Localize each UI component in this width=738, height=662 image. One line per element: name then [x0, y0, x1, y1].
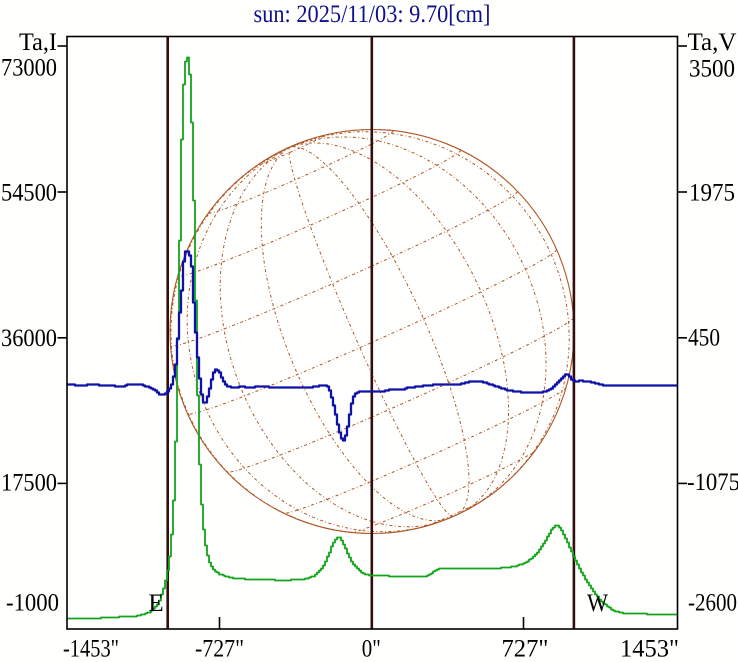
svg-text:36000: 36000 [1, 325, 57, 352]
svg-text:Ta,V: Ta,V [688, 29, 737, 56]
svg-text:0": 0" [362, 636, 381, 662]
svg-text:W: W [587, 590, 608, 617]
svg-text:Ta,I: Ta,I [19, 29, 57, 56]
svg-text:727": 727" [502, 636, 549, 662]
svg-text:450: 450 [688, 325, 720, 352]
svg-text:-1453": -1453" [63, 636, 119, 662]
svg-text:1453": 1453" [620, 636, 679, 662]
svg-text:1975: 1975 [689, 180, 735, 207]
svg-text:54500: 54500 [1, 180, 57, 207]
svg-text:-727": -727" [195, 636, 244, 662]
svg-text:17500: 17500 [1, 470, 57, 497]
svg-text:-1000: -1000 [6, 590, 59, 617]
svg-text:-2600: -2600 [688, 590, 737, 617]
svg-text:3500: 3500 [689, 56, 735, 83]
svg-text:E: E [148, 590, 163, 617]
svg-text:sun: 2025/11/03: 9.70[cm]: sun: 2025/11/03: 9.70[cm] [254, 1, 491, 28]
svg-text:73000: 73000 [1, 55, 57, 82]
svg-text:-1075: -1075 [687, 469, 738, 496]
